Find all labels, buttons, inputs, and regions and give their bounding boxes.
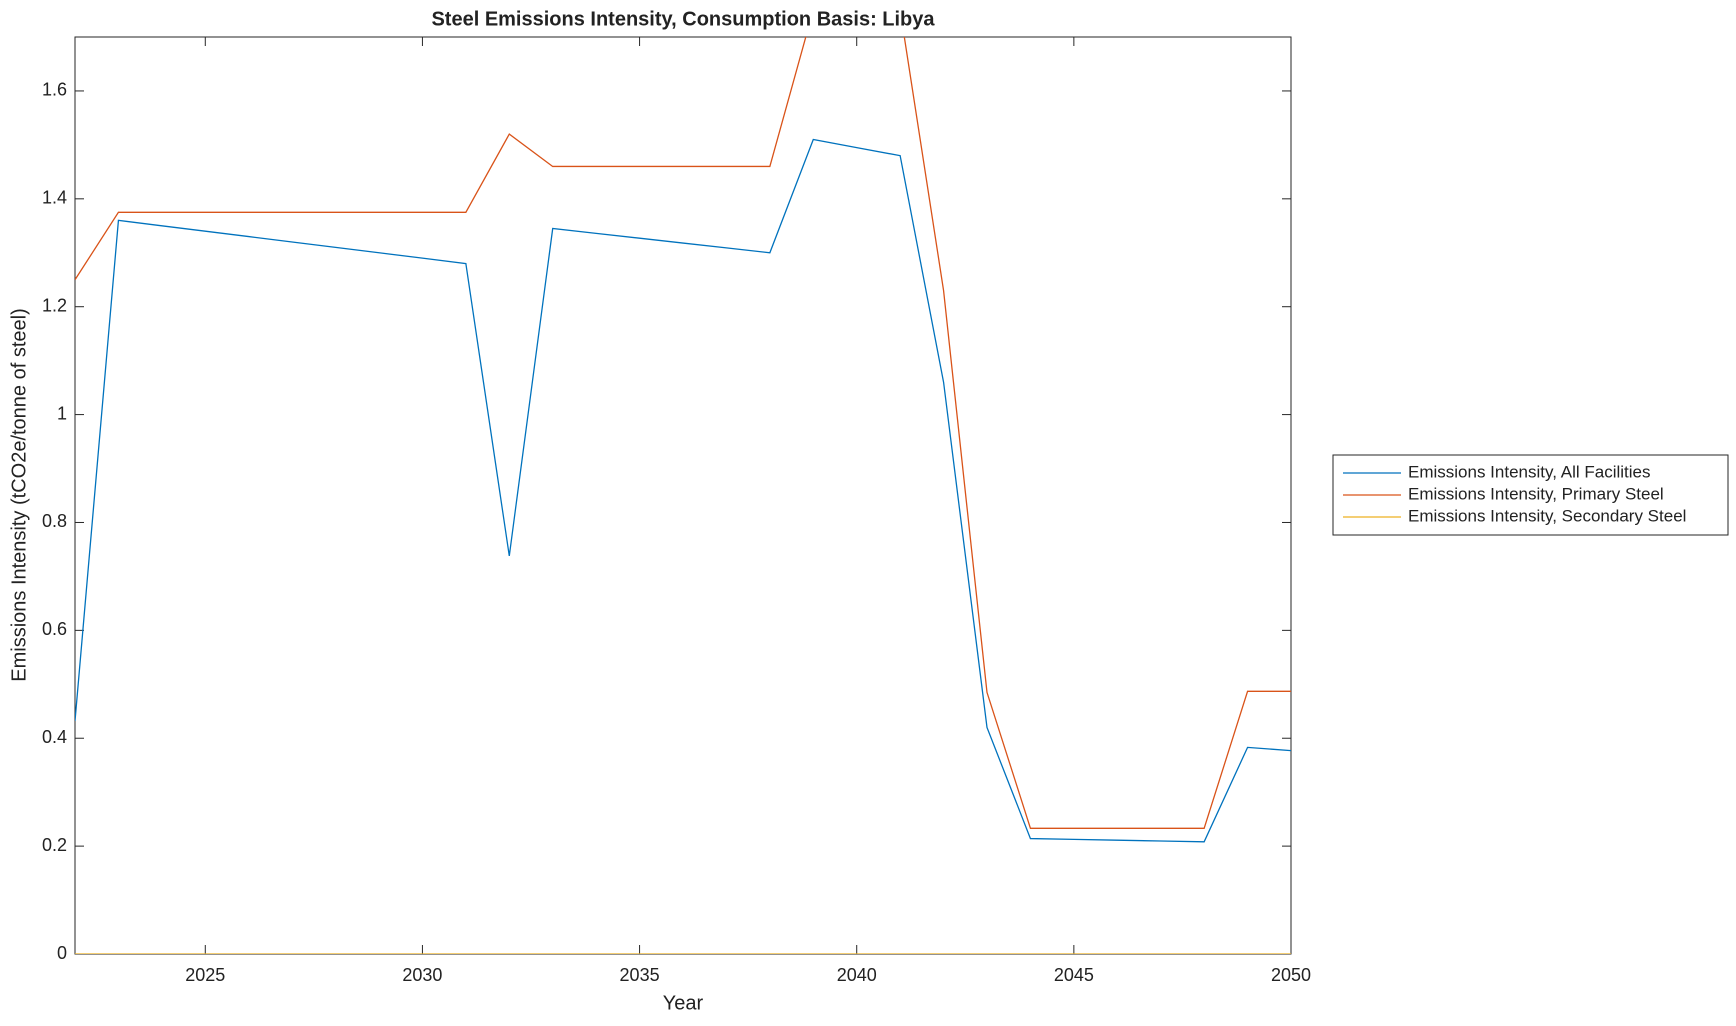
- legend-label: Emissions Intensity, Primary Steel: [1408, 484, 1664, 503]
- y-tick-label: 1: [57, 403, 67, 423]
- y-tick-label: 1.4: [42, 188, 67, 208]
- x-tick-label: 2050: [1271, 965, 1311, 985]
- y-tick-label: 0.4: [42, 727, 67, 747]
- y-tick-label: 0: [57, 943, 67, 963]
- legend-label: Emissions Intensity, All Facilities: [1408, 462, 1650, 481]
- series-line: [75, 37, 1291, 829]
- y-tick-label: 0.6: [42, 619, 67, 639]
- y-tick-label: 0.8: [42, 511, 67, 531]
- plot-area: [74, 36, 1292, 955]
- y-tick-label: 1.6: [42, 80, 67, 100]
- x-tick-label: 2040: [837, 965, 877, 985]
- y-tick-label: 1.2: [42, 295, 67, 315]
- legend-label: Emissions Intensity, Secondary Steel: [1408, 506, 1686, 525]
- chart-title: Steel Emissions Intensity, Consumption B…: [431, 8, 935, 30]
- y-axis-label: Emissions Intensity (tCO2e/tonne of stee…: [8, 308, 30, 682]
- x-tick-label: 2045: [1054, 965, 1094, 985]
- series-line: [75, 138, 1291, 843]
- x-axis-label: Year: [663, 992, 704, 1014]
- legend: Emissions Intensity, All Facilities Emiss…: [1332, 454, 1729, 536]
- y-tick-label: 0.2: [42, 835, 67, 855]
- x-tick-label: 2030: [402, 965, 442, 985]
- x-tick-label: 2025: [185, 965, 225, 985]
- x-tick-label: 2035: [620, 965, 660, 985]
